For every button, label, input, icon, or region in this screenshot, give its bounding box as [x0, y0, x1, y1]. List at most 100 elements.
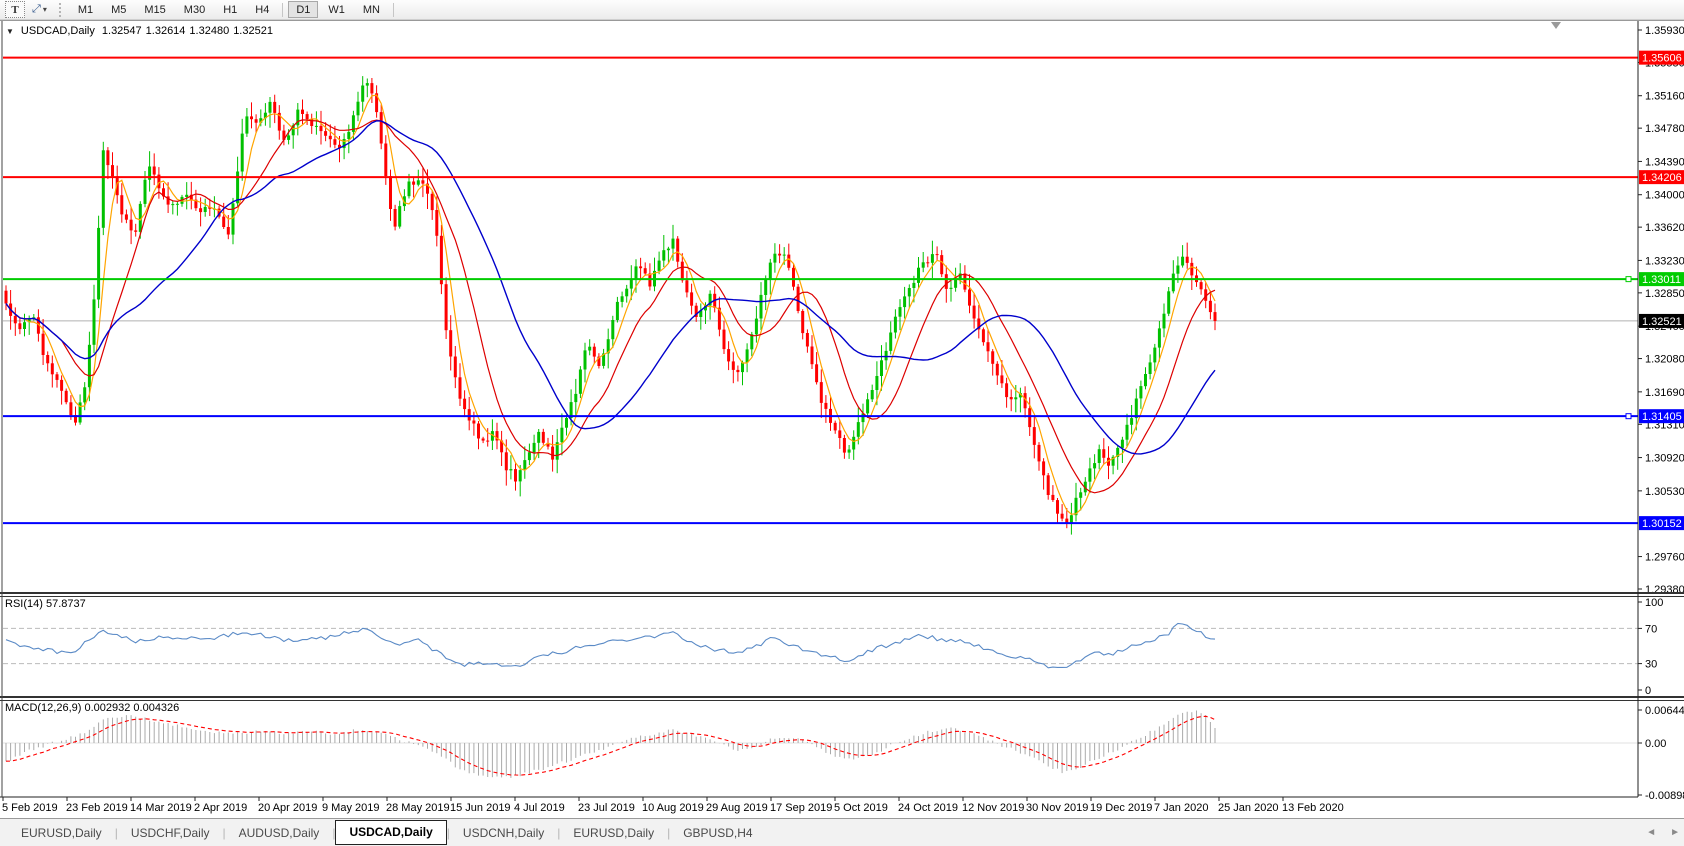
candle-body — [815, 364, 819, 383]
candle-body — [189, 194, 193, 200]
level-line-handle[interactable] — [1625, 413, 1632, 420]
candle-body — [435, 210, 439, 236]
chart-symbol-label: USDCAD,Daily — [20, 25, 95, 37]
timeframe-w1-button[interactable]: W1 — [320, 1, 353, 18]
tab-usdcad-daily[interactable]: USDCAD,Daily — [335, 820, 447, 845]
candle-body — [87, 344, 91, 388]
candle-body — [787, 254, 791, 268]
candle-body — [773, 253, 777, 263]
timeframe-m15-button[interactable]: M15 — [136, 1, 173, 18]
candle-body — [1157, 328, 1161, 348]
ma-mid-line — [5, 119, 1216, 494]
candle-body — [120, 195, 124, 215]
candle-body — [708, 293, 712, 306]
candle-body — [527, 452, 531, 461]
candle-body — [1097, 449, 1101, 463]
candle-body — [1056, 500, 1059, 514]
candle-body — [1107, 457, 1110, 466]
panel-splitter[interactable] — [0, 592, 1684, 594]
tab-gbpusd-h4[interactable]: GBPUSD,H4 — [683, 825, 753, 840]
toolbar-separator — [393, 2, 394, 17]
price-axis-label: 1.34780 — [1645, 123, 1684, 135]
tab-scroll-right-icon[interactable]: ► — [1670, 827, 1680, 838]
candle-body — [500, 440, 504, 453]
arrow-tools-button[interactable]: ⤢ ▾ — [27, 1, 52, 18]
candle-body — [111, 165, 114, 177]
candle-body — [884, 350, 888, 361]
candle-body — [486, 440, 490, 442]
timeframe-d1-button[interactable]: D1 — [288, 1, 319, 18]
candle-body — [981, 329, 985, 343]
tab-usdcnh-daily[interactable]: USDCNH,Daily — [462, 825, 545, 840]
timeframe-mn-button[interactable]: MN — [355, 1, 388, 18]
candle-body — [27, 318, 31, 323]
price-badge-label: 1.32521 — [1642, 316, 1682, 328]
timeframe-h4-button[interactable]: H4 — [247, 1, 277, 18]
candle-body — [347, 131, 351, 139]
price-badge — [1639, 313, 1684, 328]
candle-body — [217, 208, 221, 217]
timeframe-m5-button[interactable]: M5 — [103, 1, 134, 18]
time-axis-label: 25 Jan 2020 — [1218, 802, 1279, 814]
candle-body — [477, 423, 480, 439]
candle-body — [523, 460, 527, 471]
macd-indicator-label: MACD(12,26,9) 0.002932 0.004326 — [5, 702, 180, 714]
tab-scroll-left-icon[interactable]: ◄ — [1646, 827, 1657, 838]
candle-body — [852, 436, 856, 450]
ma-fast-line — [5, 94, 1216, 515]
time-axis-label: 9 May 2019 — [322, 802, 379, 814]
timeframe-h1-button[interactable]: H1 — [215, 1, 245, 18]
candle-body — [741, 362, 744, 373]
tab-audusd-daily[interactable]: AUDUSD,Daily — [238, 825, 320, 840]
bar-close-value: 1.32521 — [233, 25, 273, 37]
candle-body — [1046, 475, 1050, 495]
tab-eurusd-daily[interactable]: EURUSD,Daily — [21, 825, 102, 840]
bar-low-value: 1.32480 — [189, 25, 230, 37]
time-axis-label: 17 Sep 2019 — [770, 802, 832, 814]
candle-body — [699, 310, 703, 317]
time-axis-label: 5 Feb 2019 — [2, 802, 58, 814]
macd-axis-label: 0.006448 — [1645, 705, 1684, 717]
candle-body — [796, 286, 800, 311]
timeframe-m30-button[interactable]: M30 — [176, 1, 213, 18]
price-axis-label: 1.29380 — [1645, 584, 1684, 596]
candle-body — [1181, 256, 1185, 266]
candle-body — [282, 130, 286, 140]
chart-canvas[interactable]: 1.359301.355501.351601.347801.343901.340… — [0, 20, 1684, 818]
rsi-axis-label: 100 — [1645, 597, 1663, 609]
candle-body — [615, 301, 619, 320]
candle-body — [240, 133, 244, 172]
price-badge — [1639, 516, 1684, 531]
candle-body — [106, 150, 110, 166]
candle-body — [296, 109, 300, 126]
candle-body — [731, 361, 735, 370]
candle-body — [115, 176, 119, 196]
tab-usdchf-daily[interactable]: USDCHF,Daily — [130, 825, 210, 840]
candle-body — [13, 315, 17, 324]
candle-body — [995, 363, 999, 376]
tab-eurusd-daily[interactable]: EURUSD,Daily — [573, 825, 655, 840]
price-badge — [1639, 50, 1684, 65]
rsi-axis-label: 0 — [1645, 685, 1651, 697]
candle-body — [393, 209, 397, 227]
candle-body — [801, 311, 805, 334]
tab-separator: | — [114, 825, 118, 840]
candle-body — [583, 350, 587, 370]
time-axis-label: 10 Aug 2019 — [642, 802, 704, 814]
macd-signal-line — [5, 715, 1216, 776]
candle-body — [551, 446, 555, 460]
panel-splitter[interactable] — [0, 696, 1684, 698]
candle-body — [74, 415, 77, 423]
candle-body — [458, 377, 462, 399]
level-line-handle[interactable] — [1625, 276, 1632, 283]
timeframe-m1-button[interactable]: M1 — [70, 1, 101, 18]
candle-body — [972, 305, 976, 319]
candle-body — [50, 363, 54, 375]
candle-body — [199, 208, 203, 213]
candle-body — [805, 333, 809, 347]
candle-body — [1009, 397, 1013, 400]
chart-menu-icon[interactable]: ▼ — [6, 26, 14, 36]
macd-axis-label: 0.00 — [1645, 738, 1666, 750]
text-tool-button[interactable]: T — [5, 1, 25, 18]
